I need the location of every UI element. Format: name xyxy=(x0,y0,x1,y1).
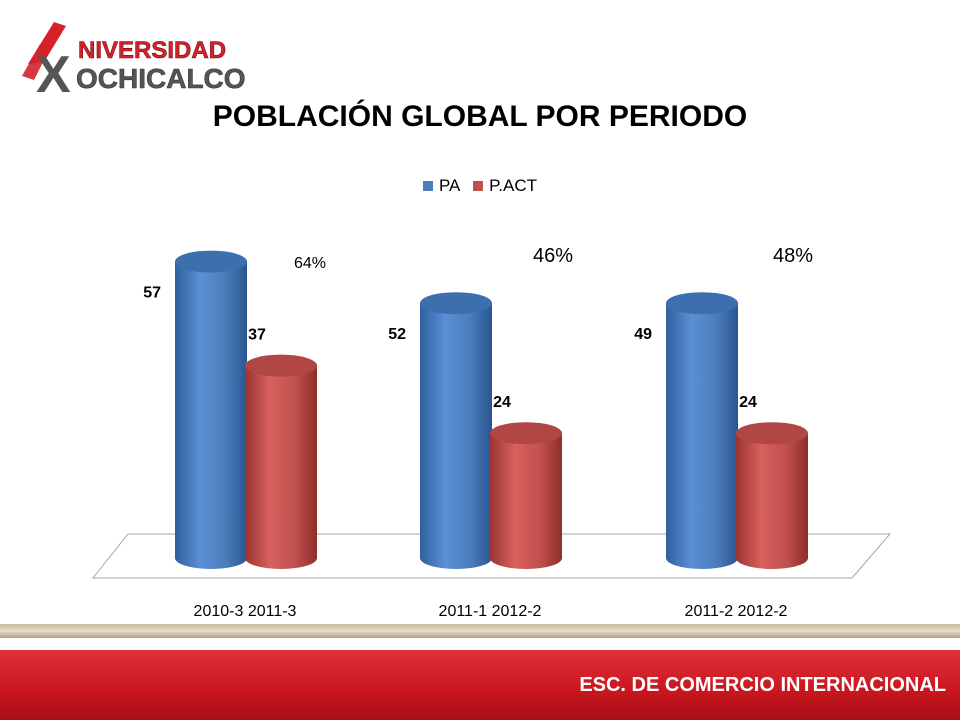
x-tick-label-3: 2011-2 2012-2 xyxy=(685,603,788,620)
bar-pa-1 xyxy=(175,250,247,569)
logo-line2: OCHICALCO xyxy=(76,63,246,94)
data-label-pa-1: 57 xyxy=(143,285,161,302)
legend-swatch-pact xyxy=(473,181,484,191)
percentage-annotation-3: 48% xyxy=(773,245,813,267)
legend-label-pact: P.ACT xyxy=(489,176,538,195)
logo-line1: NIVERSIDAD xyxy=(78,37,226,64)
legend-label-pa: PA xyxy=(438,176,461,195)
chart-legend: PA P.ACT xyxy=(0,176,960,196)
chart-title: POBLACIÓN GLOBAL POR PERIODO xyxy=(212,100,748,133)
university-logo: X NIVERSIDAD OCHICALCO xyxy=(22,22,246,96)
x-tick-label-2: 2011-1 2012-2 xyxy=(439,603,542,620)
bar-pa-2 xyxy=(420,292,492,569)
percentage-annotation-2: 46% xyxy=(533,245,573,267)
bar-pa-3 xyxy=(666,292,738,569)
data-label-pa-3: 49 xyxy=(634,326,652,343)
data-label-pact-2: 24 xyxy=(493,394,511,411)
footer-divider xyxy=(0,624,960,638)
data-label-pa-2: 52 xyxy=(388,326,406,343)
footer-text: ESC. DE COMERCIO INTERNACIONAL xyxy=(579,674,946,696)
legend-swatch-pa xyxy=(422,181,433,191)
logo-red-swoosh-2 xyxy=(22,44,50,80)
x-tick-label-1: 2010-3 2011-3 xyxy=(194,603,297,620)
data-label-pact-3: 24 xyxy=(739,394,757,411)
legend-item-pa: PA xyxy=(422,176,461,196)
data-label-pact-1: 37 xyxy=(248,327,266,344)
bar-pact-1 xyxy=(245,354,317,569)
bar-pact-3 xyxy=(736,422,808,569)
logo-x: X xyxy=(36,46,71,96)
percentage-annotation-1: 64% xyxy=(294,255,326,272)
footer-bar: ESC. DE COMERCIO INTERNACIONAL xyxy=(0,650,960,720)
bar-pact-2 xyxy=(490,422,562,569)
legend-item-pact: P.ACT xyxy=(473,176,537,196)
